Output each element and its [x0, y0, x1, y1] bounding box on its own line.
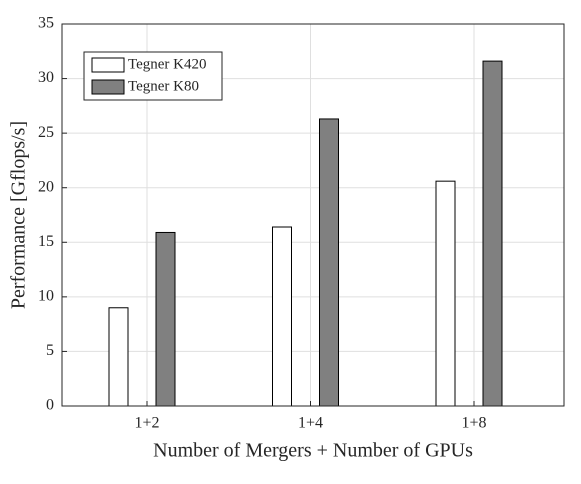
legend-label: Tegner K420: [128, 56, 207, 72]
bar: [435, 180, 456, 407]
y-tick-label: 15: [38, 233, 54, 250]
y-tick-label: 25: [38, 124, 54, 141]
legend-swatch: [91, 79, 125, 95]
bar: [155, 231, 176, 407]
y-tick-label: 0: [46, 397, 54, 414]
y-tick-label: 5: [46, 342, 54, 359]
x-tick-label: 1+4: [298, 415, 323, 432]
x-axis-label: Number of Mergers + Number of GPUs: [153, 440, 473, 462]
y-axis-label: Performance [Gflops/s]: [8, 121, 30, 309]
bar: [319, 118, 339, 407]
legend-swatch: [91, 57, 125, 73]
bar: [272, 226, 292, 407]
x-tick-label: 1+8: [461, 415, 486, 432]
y-tick-label: 10: [38, 288, 54, 305]
legend-label: Tegner K80: [128, 78, 199, 94]
y-tick-label: 20: [38, 178, 54, 195]
y-tick-label: 30: [38, 69, 54, 86]
x-tick-label: 1+2: [134, 415, 159, 432]
bar: [482, 60, 503, 407]
bar: [108, 307, 129, 407]
y-tick-label: 35: [38, 15, 54, 32]
plot-frame: [61, 23, 565, 407]
